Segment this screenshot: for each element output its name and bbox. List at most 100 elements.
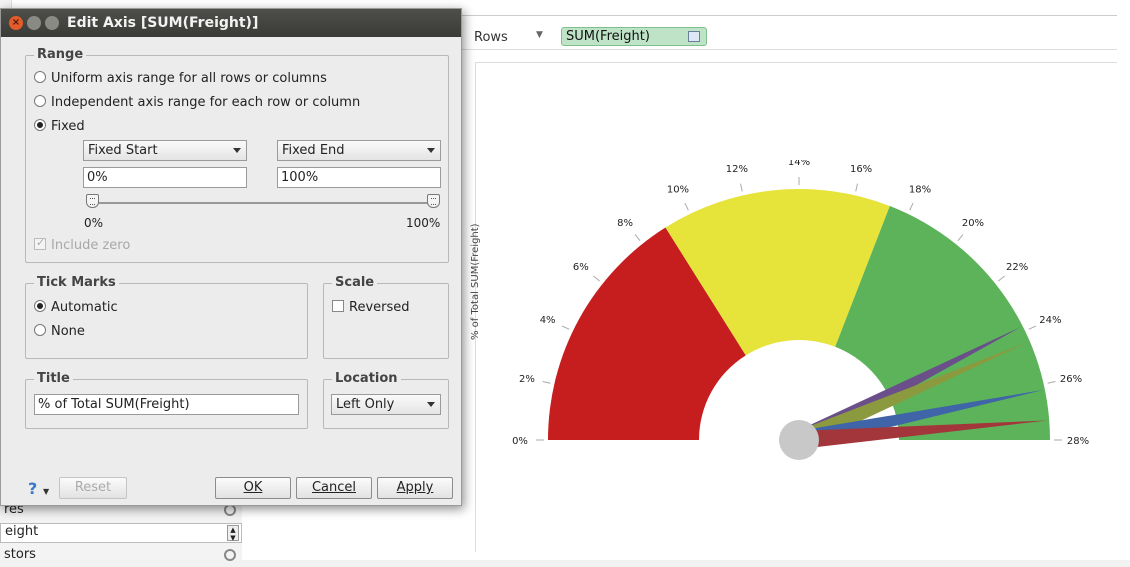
range-slider-track[interactable] — [93, 202, 434, 204]
end-value-input[interactable]: 100% — [277, 167, 441, 188]
checkbox-icon — [332, 300, 344, 312]
location-select[interactable]: Left Only — [331, 394, 441, 415]
radio-selected-icon — [34, 300, 46, 312]
range-group: Range — [25, 47, 449, 263]
rows-shelf[interactable]: Rows ▼ SUM(Freight) — [462, 24, 1117, 50]
sum-freight-pill[interactable]: SUM(Freight) — [561, 27, 707, 46]
slider-min-label: 0% — [84, 216, 104, 230]
radio-icon — [34, 324, 46, 336]
gauge-band-2 — [835, 206, 1050, 440]
reset-button[interactable]: Reset — [59, 477, 127, 499]
gauge-band-0 — [548, 227, 746, 440]
gauge-tick-mark — [1047, 380, 1056, 384]
gauge-tick-mark — [684, 202, 689, 211]
vertical-axis-title: % of Total SUM(Freight) — [470, 223, 481, 340]
gauge-tick-label: 12% — [726, 164, 748, 175]
gauge-tick-mark — [1028, 325, 1037, 330]
gauge-tick-label: 8% — [617, 218, 633, 229]
location-group: Location — [323, 371, 449, 429]
gauge-tick-mark — [739, 183, 743, 192]
gauge-tick-label: 4% — [540, 315, 556, 326]
data-pane-bottom: res eight ▲ ▼ stors — [0, 500, 242, 562]
gauge-tick-label: 16% — [850, 164, 872, 175]
radio-label: Independent axis range for each row or c… — [51, 95, 361, 110]
select-value: Fixed Start — [88, 143, 158, 158]
gauge-tick-label: 6% — [573, 262, 589, 273]
chevron-down-icon — [233, 148, 241, 153]
tick-none-radio[interactable]: None — [34, 324, 85, 339]
dialog-titlebar[interactable]: × Edit Axis [SUM(Freight)] — [1, 9, 461, 37]
help-icon[interactable]: ? — [28, 479, 38, 498]
apply-button[interactable]: Apply — [377, 477, 453, 499]
gauge-hub — [779, 420, 819, 460]
gauge-needle-3[interactable] — [798, 420, 1048, 449]
gauge-tick-label: 24% — [1039, 315, 1061, 326]
title-legend: Title — [34, 371, 73, 386]
ok-button[interactable]: OK — [215, 477, 291, 499]
radio-label: Uniform axis range for all rows or colum… — [51, 71, 327, 86]
tick-marks-group: Tick Marks — [25, 275, 308, 359]
edit-calculation-icon[interactable] — [688, 31, 700, 42]
rows-shelf-label: Rows — [474, 30, 508, 45]
gauge-tick-mark — [909, 202, 914, 211]
fixed-start-select[interactable]: Fixed Start — [83, 140, 247, 161]
gauge-tick-mark — [561, 325, 570, 330]
radio-label: None — [51, 324, 85, 339]
maximize-icon[interactable] — [45, 16, 59, 30]
gauge-tick-label: 0% — [512, 436, 528, 447]
scale-legend: Scale — [332, 275, 378, 290]
gauge-tick-mark — [593, 275, 600, 282]
panel-row-text: eight — [5, 524, 39, 539]
minimize-icon[interactable] — [27, 16, 41, 30]
reversed-checkbox[interactable]: Reversed — [332, 300, 410, 315]
gauge-tick-label: 26% — [1060, 374, 1082, 385]
gauge-tick-label: 10% — [667, 185, 689, 196]
uniform-range-radio[interactable]: Uniform axis range for all rows or colum… — [34, 71, 327, 86]
gauge-tick-label: 20% — [962, 218, 984, 229]
tick-marks-legend: Tick Marks — [34, 275, 119, 290]
fixed-end-select[interactable]: Fixed End — [277, 140, 441, 161]
spinner-icon[interactable]: ▲ ▼ — [227, 525, 239, 542]
chevron-down-icon — [427, 402, 435, 407]
panel-row-text: stors — [4, 547, 36, 562]
radio-icon — [34, 95, 46, 107]
gauge-tick-label: 18% — [909, 185, 931, 196]
scale-group: Scale — [323, 275, 449, 359]
slider-start-handle[interactable] — [86, 194, 99, 208]
measure-field-selected[interactable]: eight ▲ ▼ — [0, 523, 242, 543]
range-legend: Range — [34, 47, 87, 62]
gauge-tick-label: 22% — [1006, 262, 1028, 273]
gauge-tick-label: 2% — [519, 374, 535, 385]
help-dropdown-icon[interactable]: ▼ — [43, 487, 50, 496]
tick-automatic-radio[interactable]: Automatic — [34, 300, 118, 315]
gauge-tick-mark — [998, 275, 1005, 282]
gauge-tick-label: 14% — [788, 160, 810, 168]
parameters-search-row[interactable]: stors — [0, 547, 242, 567]
gauge-chart: 0% 2% 4% 6% 8% 10% 12% 14% 16% 18% 20% 22% 24% 26% 28% — [512, 160, 1089, 460]
checkbox-label: Include zero — [51, 238, 131, 253]
gauge-tick-mark — [957, 234, 964, 241]
dialog-title: Edit Axis [SUM(Freight)] — [67, 15, 259, 31]
include-zero-checkbox[interactable]: Include zero — [34, 236, 131, 253]
radio-label: Fixed — [51, 119, 85, 134]
fixed-range-radio[interactable]: Fixed — [34, 119, 85, 134]
select-value: Left Only — [336, 397, 395, 412]
pill-label: SUM(Freight) — [566, 29, 650, 44]
slider-max-label: 100% — [406, 216, 441, 230]
slider-end-handle[interactable] — [427, 194, 440, 208]
location-legend: Location — [332, 371, 401, 386]
edit-axis-dialog: × Edit Axis [SUM(Freight)] Range Uniform… — [0, 8, 462, 506]
axis-title-input[interactable]: % of Total SUM(Freight) — [34, 394, 299, 415]
start-value-input[interactable]: 0% — [83, 167, 247, 188]
gauge-needle-1[interactable] — [795, 342, 1028, 449]
rows-dropdown-icon[interactable]: ▼ — [536, 30, 543, 40]
search-icon[interactable] — [224, 549, 236, 561]
close-icon[interactable]: × — [9, 16, 23, 30]
chevron-down-icon — [427, 148, 435, 153]
select-value: Fixed End — [282, 143, 345, 158]
gauge-tick-mark — [542, 380, 551, 384]
radio-label: Automatic — [51, 300, 118, 315]
gauge-tick-mark — [634, 234, 641, 241]
cancel-button[interactable]: Cancel — [296, 477, 372, 499]
independent-range-radio[interactable]: Independent axis range for each row or c… — [34, 95, 360, 110]
